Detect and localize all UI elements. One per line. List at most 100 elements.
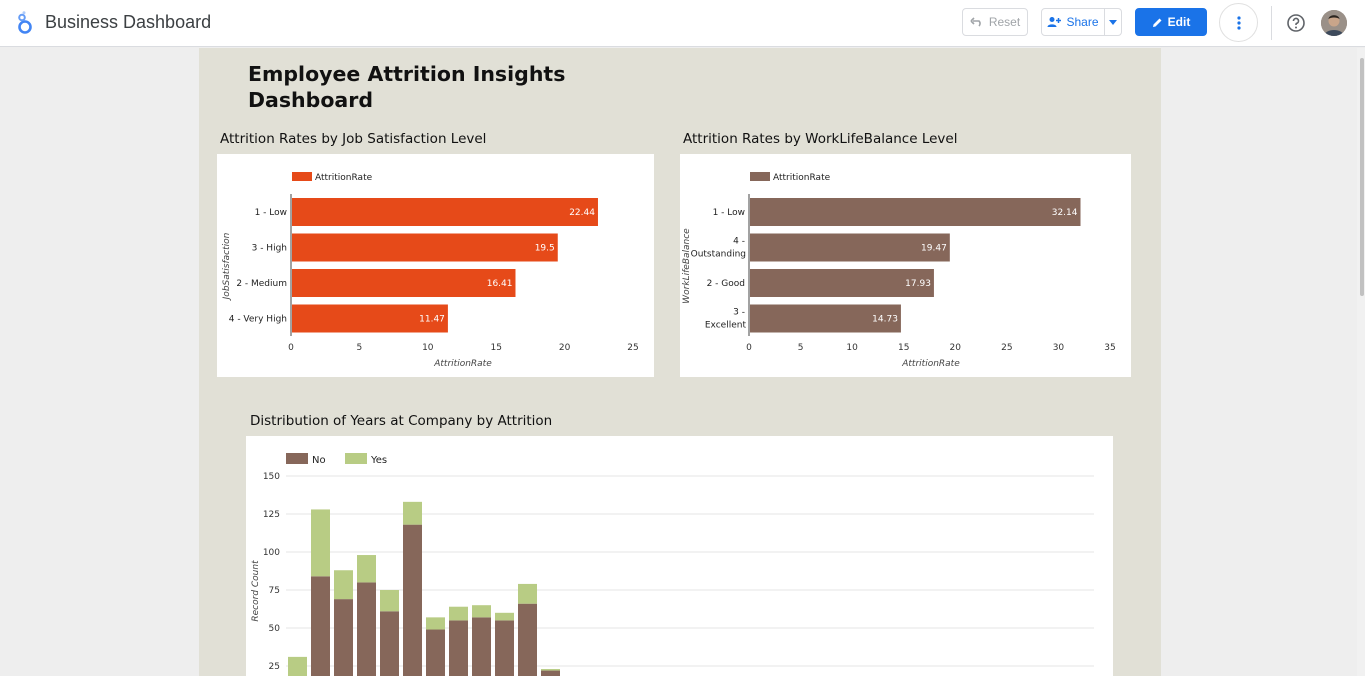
bar-no <box>380 611 399 676</box>
x-tick-label: 0 <box>288 343 294 353</box>
data-label: 16.41 <box>487 279 513 289</box>
data-label: 19.5 <box>535 244 555 254</box>
data-label: 19.47 <box>921 244 947 254</box>
bar-yes <box>518 583 537 604</box>
data-label: 22.44 <box>569 208 595 218</box>
page-title: Employee Attrition Insights Dashboard <box>248 62 566 112</box>
x-axis-label: AttritionRate <box>433 359 492 369</box>
share-dropdown-button[interactable] <box>1104 8 1122 36</box>
bar-no <box>311 576 330 676</box>
x-axis-label: AttritionRate <box>901 359 960 369</box>
category-label: 3 - <box>733 308 745 318</box>
bar-no <box>357 582 376 676</box>
x-tick-label: 10 <box>846 343 858 353</box>
category-label: Outstanding <box>691 250 746 260</box>
bar-yes <box>288 656 307 676</box>
work-life-balance-chart[interactable]: AttritionRate WorkLifeBalance AttritionR… <box>680 154 1131 377</box>
help-icon[interactable] <box>1286 13 1306 33</box>
category-label: 2 - Good <box>707 279 745 289</box>
category-label: 2 - Medium <box>236 279 287 289</box>
years-at-company-chart-title: Distribution of Years at Company by Attr… <box>250 413 553 429</box>
x-tick-label: 15 <box>490 343 501 353</box>
bar <box>292 304 448 333</box>
years-at-company-chart-svg: No Yes Record Count 25 50 75 100 125 150 <box>251 453 1094 676</box>
data-label: 32.14 <box>1052 208 1078 218</box>
x-tick-label: 35 <box>1104 343 1115 353</box>
user-photo-icon <box>1321 10 1347 36</box>
x-tick-label: 30 <box>1053 343 1065 353</box>
caret-down-icon <box>1109 19 1117 25</box>
legend-swatch-no <box>286 453 308 464</box>
edit-button[interactable]: Edit <box>1135 8 1207 36</box>
data-label: 14.73 <box>872 315 898 325</box>
bar-no <box>334 599 353 676</box>
y-tick-label: 75 <box>269 586 280 596</box>
bar-yes <box>334 570 353 600</box>
undo-icon <box>970 17 981 27</box>
more-options-button[interactable] <box>1219 3 1258 42</box>
y-tick-label: 50 <box>269 624 281 634</box>
job-satisfaction-chart-title: Attrition Rates by Job Satisfaction Leve… <box>220 131 487 147</box>
y-axis-label: Record Count <box>251 560 261 622</box>
bar-no <box>495 620 514 676</box>
x-tick-label: 20 <box>950 343 962 353</box>
legend-swatch <box>292 172 312 181</box>
category-label: 4 - Very High <box>229 315 287 325</box>
y-tick-label: 100 <box>263 548 280 558</box>
app-title: Business Dashboard <box>45 12 212 32</box>
top-bar: Business Dashboard Reset Share Edit <box>0 0 1365 47</box>
bar-no <box>472 617 491 676</box>
bar <box>750 304 901 333</box>
toolbar-divider <box>1271 6 1272 40</box>
looker-studio-logo-icon[interactable] <box>14 11 36 35</box>
bar-yes <box>495 612 514 621</box>
bar-no <box>518 603 537 676</box>
y-axis-label: JobSatisfaction <box>222 232 232 301</box>
x-tick-label: 15 <box>898 343 909 353</box>
category-label: 4 - <box>733 237 745 247</box>
page-scrollbar[interactable] <box>1357 48 1365 676</box>
y-axis-label: WorkLifeBalance <box>682 228 692 304</box>
add-person-icon <box>1047 17 1062 27</box>
bar-yes <box>449 606 468 621</box>
years-at-company-chart[interactable]: No Yes Record Count 25 50 75 100 125 150 <box>246 436 1113 676</box>
y-tick-label: 150 <box>263 472 280 482</box>
scroll-thumb[interactable] <box>1360 58 1364 296</box>
bar <box>750 233 950 262</box>
work-life-balance-chart-svg: AttritionRate WorkLifeBalance AttritionR… <box>682 172 1116 369</box>
work-life-balance-chart-title: Attrition Rates by WorkLifeBalance Level <box>683 131 958 147</box>
data-label: 17.93 <box>905 279 931 289</box>
x-tick-label: 10 <box>422 343 434 353</box>
legend-swatch-yes <box>345 453 367 464</box>
share-label: Share <box>1066 15 1099 29</box>
job-satisfaction-chart[interactable]: AttritionRate JobSatisfaction AttritionR… <box>217 154 654 377</box>
bar-yes <box>472 605 491 618</box>
x-tick-label: 0 <box>746 343 752 353</box>
legend-swatch <box>750 172 770 181</box>
legend-label-yes: Yes <box>370 455 387 466</box>
reset-label: Reset <box>988 15 1021 29</box>
bar <box>292 233 558 262</box>
bar <box>292 269 516 297</box>
category-label: 1 - Low <box>255 208 287 218</box>
x-tick-label: 20 <box>559 343 571 353</box>
bar-no <box>541 670 560 676</box>
bar <box>750 198 1081 226</box>
pencil-icon <box>1152 18 1162 27</box>
bar-yes <box>311 509 330 577</box>
edit-label: Edit <box>1167 15 1191 29</box>
reset-button[interactable]: Reset <box>962 8 1028 36</box>
share-button[interactable]: Share <box>1041 8 1105 36</box>
data-label: 11.47 <box>419 315 445 325</box>
bar-yes <box>380 590 399 612</box>
category-label: 1 - Low <box>713 208 745 218</box>
category-label: 3 - High <box>252 244 287 254</box>
x-tick-label: 25 <box>1001 343 1012 353</box>
bar-yes <box>426 617 445 630</box>
x-tick-label: 5 <box>357 343 363 353</box>
legend-label: AttritionRate <box>315 173 373 183</box>
bar-no <box>449 620 468 676</box>
bar-no <box>403 524 422 676</box>
avatar[interactable] <box>1321 10 1347 36</box>
legend-label-no: No <box>312 455 326 466</box>
